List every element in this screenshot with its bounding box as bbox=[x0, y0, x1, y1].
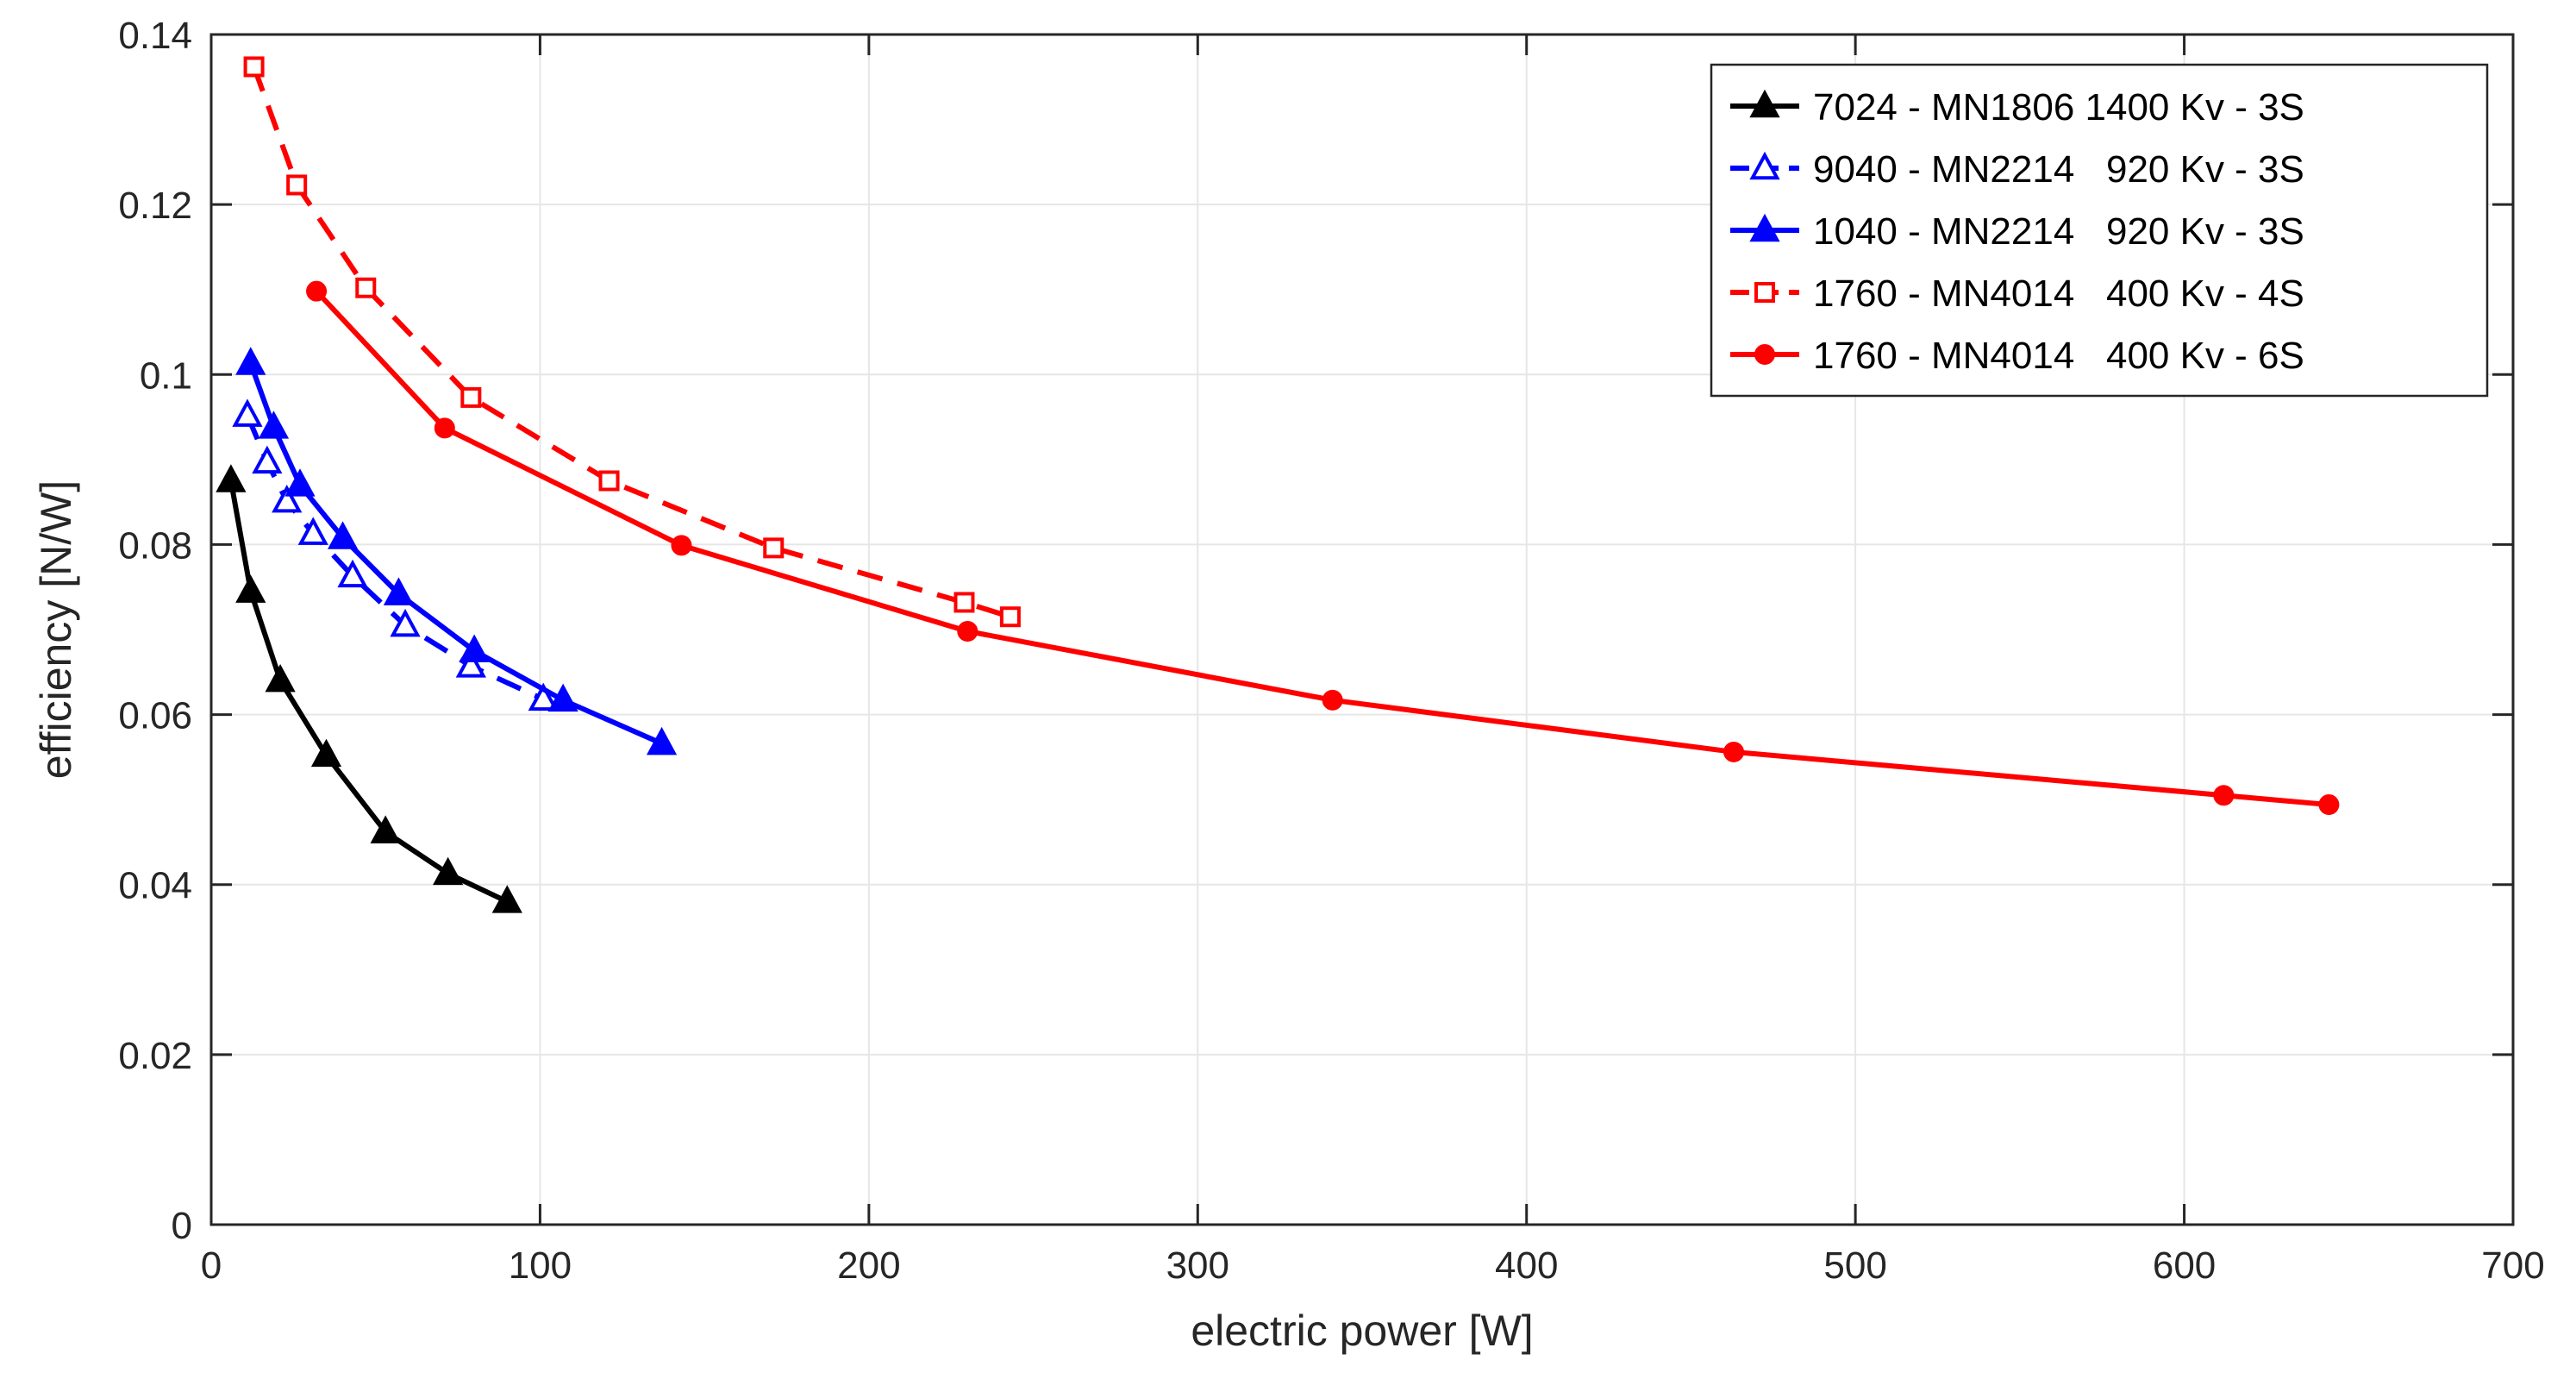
y-tick-label: 0.04 bbox=[118, 865, 192, 907]
data-point bbox=[528, 682, 559, 711]
data-point bbox=[455, 649, 486, 678]
data-point bbox=[383, 577, 415, 605]
data-point bbox=[216, 464, 247, 492]
data-point bbox=[491, 885, 522, 913]
series-1 bbox=[216, 464, 522, 913]
legend-label: 1760 - MN4014 400 Kv - 6S bbox=[1813, 335, 2304, 377]
plot-frame bbox=[209, 33, 2515, 1226]
data-point bbox=[284, 468, 316, 497]
legend-item: 1040 - MN2214 920 Kv - 3S bbox=[1730, 210, 2304, 253]
series-layer bbox=[216, 56, 2340, 913]
y-tick-label: 0.06 bbox=[118, 695, 192, 737]
data-point bbox=[1322, 689, 1343, 711]
data-point bbox=[547, 683, 578, 712]
legend-box bbox=[1710, 63, 2489, 398]
y-tick-label: 0.14 bbox=[118, 15, 192, 57]
x-tick-label: 200 bbox=[837, 1244, 900, 1287]
x-tick-label: 600 bbox=[2153, 1244, 2216, 1287]
legend-label: 9040 - MN2214 920 Kv - 3S bbox=[1813, 148, 2304, 191]
x-tick-label: 100 bbox=[509, 1244, 572, 1287]
data-point bbox=[286, 174, 308, 196]
data-point bbox=[232, 398, 263, 427]
axis-ticks: 0 100 200 300 400 500 600 700 0 0.02 0.04 0.06 0.08 0… bbox=[118, 15, 2544, 1287]
legend-item: 9040 - MN2214 920 Kv - 3S bbox=[1730, 148, 2304, 191]
legend-swatch-marker bbox=[1749, 151, 1780, 180]
data-point bbox=[310, 738, 342, 768]
series-2 bbox=[232, 398, 559, 711]
data-point bbox=[327, 521, 359, 549]
legend: 7024 - MN1806 1400 Kv - 3S 9040 - MN2214 … bbox=[1710, 63, 2489, 398]
x-tick-label: 500 bbox=[1823, 1244, 1886, 1287]
data-point bbox=[2213, 785, 2235, 806]
data-point bbox=[355, 277, 377, 298]
legend-swatch-marker bbox=[1749, 89, 1780, 118]
legend-label: 7024 - MN1806 1400 Kv - 3S bbox=[1813, 86, 2304, 128]
x-tick-label: 700 bbox=[2481, 1244, 2544, 1287]
y-tick-label: 0 bbox=[172, 1205, 192, 1247]
series-3 bbox=[235, 347, 678, 755]
data-point bbox=[265, 663, 296, 693]
data-point bbox=[763, 537, 785, 559]
data-point bbox=[433, 856, 464, 886]
legend-swatch-marker bbox=[1749, 213, 1780, 242]
x-tick-label: 300 bbox=[1166, 1244, 1229, 1287]
data-point bbox=[272, 484, 303, 513]
data-point bbox=[235, 574, 266, 603]
y-tick-label: 0.1 bbox=[140, 354, 192, 397]
data-point bbox=[459, 634, 490, 662]
legend-swatch-marker bbox=[1754, 282, 1775, 303]
legend-item: 1760 - MN4014 400 Kv - 4S bbox=[1730, 273, 2304, 315]
data-point bbox=[306, 280, 328, 302]
x-tick-label: 400 bbox=[1495, 1244, 1558, 1287]
data-point bbox=[598, 470, 620, 492]
x-tick-label: 0 bbox=[201, 1244, 222, 1287]
data-point bbox=[235, 347, 266, 375]
data-point bbox=[999, 606, 1021, 628]
series-5 bbox=[306, 280, 2340, 816]
legend-item: 7024 - MN1806 1400 Kv - 3S bbox=[1730, 86, 2304, 128]
data-point bbox=[460, 386, 482, 408]
data-point bbox=[671, 535, 692, 556]
data-point bbox=[258, 411, 290, 439]
legend-label: 1760 - MN4014 400 Kv - 4S bbox=[1813, 273, 2304, 315]
legend-item: 1760 - MN4014 400 Kv - 6S bbox=[1730, 335, 2304, 377]
data-point bbox=[370, 815, 401, 843]
data-point bbox=[2318, 794, 2340, 816]
y-tick-label: 0.02 bbox=[118, 1035, 192, 1077]
data-point bbox=[390, 608, 421, 637]
y-axis-label: efficiency [N/W] bbox=[32, 480, 80, 779]
data-point bbox=[243, 56, 265, 78]
data-point bbox=[297, 517, 328, 545]
x-axis-label: electric power [W] bbox=[1191, 1307, 1533, 1355]
y-tick-label: 0.08 bbox=[118, 524, 192, 567]
y-tick-label: 0.12 bbox=[118, 185, 192, 227]
data-point bbox=[1723, 741, 1745, 762]
data-point bbox=[252, 445, 283, 474]
data-point bbox=[953, 592, 975, 613]
legend-swatch-marker bbox=[1754, 344, 1775, 365]
data-point bbox=[646, 726, 678, 755]
legend-label: 1040 - MN2214 920 Kv - 3S bbox=[1813, 210, 2304, 253]
data-point bbox=[434, 417, 455, 439]
series-4 bbox=[243, 56, 1021, 628]
series-line bbox=[251, 66, 1011, 620]
series-line bbox=[314, 289, 2329, 808]
data-point bbox=[957, 620, 979, 642]
data-point bbox=[337, 559, 368, 588]
